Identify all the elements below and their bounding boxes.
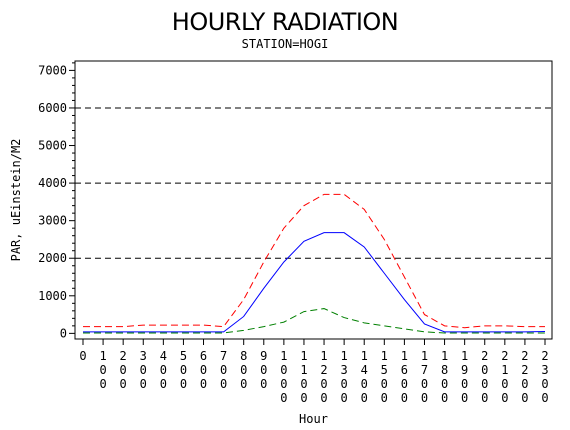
chart-subtitle: STATION=HOGI bbox=[242, 37, 329, 51]
y-tick-label: 5000 bbox=[38, 139, 67, 153]
y-tick-label: 6000 bbox=[38, 101, 67, 115]
y-tick-label: 0 bbox=[60, 326, 67, 340]
series-line-2 bbox=[83, 232, 546, 333]
y-tick-label: 4000 bbox=[38, 176, 67, 190]
y-tick-label: 3000 bbox=[38, 214, 67, 228]
x-tick-label: 0 bbox=[79, 349, 86, 363]
reference-lines bbox=[75, 107, 552, 259]
x-axis-label: Hour bbox=[299, 412, 328, 426]
plot-frame bbox=[74, 60, 553, 340]
y-tick-label: 2000 bbox=[38, 251, 67, 265]
y-tick-label: 7000 bbox=[38, 63, 67, 77]
series-lines bbox=[83, 193, 546, 334]
series-line-3 bbox=[83, 308, 545, 334]
y-axis-label: PAR, uEinstein/M2 bbox=[9, 139, 23, 262]
chart-title: HOURLY RADIATION bbox=[172, 8, 398, 36]
y-tick-label: 1000 bbox=[38, 289, 67, 303]
y-axis: 0 1000 2000 3000 4000 5000 6000 7000 bbox=[38, 62, 75, 340]
x-axis: 0 1 0 0 2 0 0 3 0 0 4 0 0 5 0 0 6 0 0 7 0 0 8 0 0 9 0 0 1 0 0 0 1 1 0 0 1 2 0 0… bbox=[79, 339, 549, 405]
series-line-1 bbox=[83, 193, 545, 329]
